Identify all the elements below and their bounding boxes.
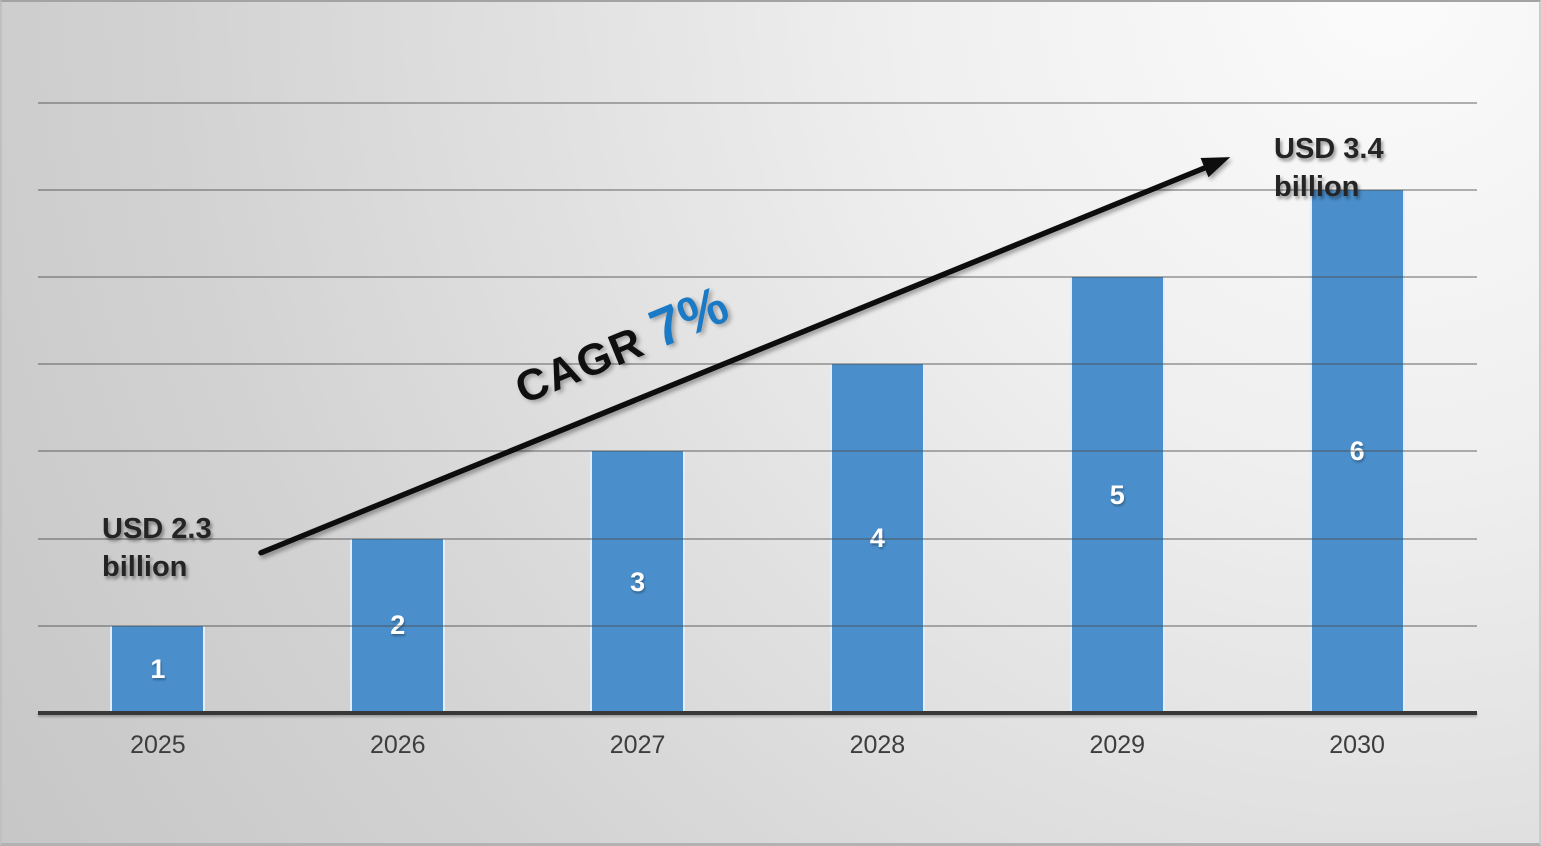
x-axis-label-2030: 2030 xyxy=(1329,731,1385,759)
gridline xyxy=(38,624,1477,627)
start-value-line1: USD 2.3 xyxy=(102,513,212,545)
bar-2026: 2 xyxy=(350,538,446,713)
bar-value-label: 1 xyxy=(150,653,166,684)
gridline xyxy=(38,188,1477,191)
end-value-line2: billion xyxy=(1274,171,1360,203)
gridline xyxy=(38,101,1477,104)
bar-value-label: 6 xyxy=(1349,435,1365,466)
gridline xyxy=(38,450,1477,453)
bar-2030: 6 xyxy=(1309,189,1405,713)
start-value-annotation: USD 2.3 billion xyxy=(102,510,212,586)
x-axis-label-2027: 2027 xyxy=(609,731,666,759)
bar-value-label: 5 xyxy=(1109,479,1125,510)
bar-value-label: 3 xyxy=(630,566,646,597)
end-value-annotation: USD 3.4 billion xyxy=(1274,130,1384,206)
end-value-line1: USD 3.4 xyxy=(1274,133,1384,165)
bar-2029: 5 xyxy=(1069,277,1165,713)
x-axis-line xyxy=(38,711,1477,715)
bar-2027: 3 xyxy=(590,451,686,713)
gridline xyxy=(38,363,1477,366)
x-axis-label-2028: 2028 xyxy=(849,731,906,759)
start-value-line2: billion xyxy=(102,551,188,583)
gridline xyxy=(38,537,1477,540)
x-axis-label-2025: 2025 xyxy=(130,731,186,759)
bar-2025: 1 xyxy=(110,625,206,713)
gridline xyxy=(38,276,1477,278)
x-axis-label-2026: 2026 xyxy=(369,731,426,759)
bar-value-label: 2 xyxy=(390,610,406,641)
x-axis-label-2029: 2029 xyxy=(1089,731,1146,759)
